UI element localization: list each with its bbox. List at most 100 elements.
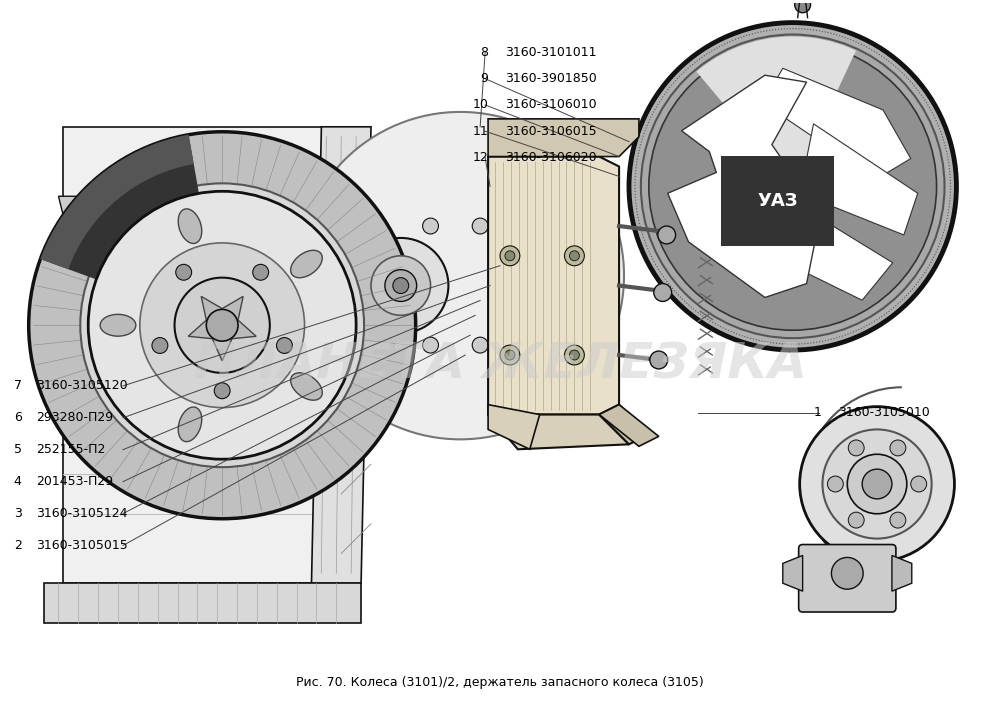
- Circle shape: [831, 558, 863, 589]
- Circle shape: [890, 440, 906, 456]
- Text: 201453-П29: 201453-П29: [36, 475, 113, 488]
- Circle shape: [569, 350, 579, 360]
- Circle shape: [847, 454, 907, 514]
- Circle shape: [80, 183, 364, 467]
- Circle shape: [862, 469, 892, 499]
- Text: 3160-3101011: 3160-3101011: [505, 46, 596, 59]
- Text: 4: 4: [14, 475, 22, 488]
- Text: 2: 2: [14, 539, 22, 552]
- Circle shape: [848, 440, 864, 456]
- Text: 3160-3105010: 3160-3105010: [838, 406, 930, 419]
- Text: 7: 7: [14, 380, 22, 393]
- Polygon shape: [786, 214, 893, 300]
- Circle shape: [253, 265, 269, 280]
- Circle shape: [505, 350, 515, 360]
- Ellipse shape: [178, 407, 202, 442]
- Circle shape: [140, 243, 305, 408]
- Text: 293280-П29: 293280-П29: [36, 411, 113, 424]
- Circle shape: [152, 337, 168, 353]
- Polygon shape: [668, 75, 820, 297]
- Circle shape: [206, 310, 238, 341]
- Ellipse shape: [178, 209, 202, 244]
- Polygon shape: [488, 415, 629, 449]
- Text: 5: 5: [14, 443, 22, 456]
- Circle shape: [564, 345, 584, 365]
- Circle shape: [423, 218, 438, 234]
- Circle shape: [822, 430, 932, 538]
- Circle shape: [649, 42, 937, 330]
- Circle shape: [472, 337, 488, 353]
- Circle shape: [423, 337, 438, 353]
- Text: 3160-3901850: 3160-3901850: [505, 72, 597, 85]
- Text: 3160-3105015: 3160-3105015: [36, 539, 127, 552]
- FancyBboxPatch shape: [304, 193, 364, 279]
- Circle shape: [911, 476, 927, 492]
- Circle shape: [371, 256, 431, 315]
- Text: Рис. 70. Колеса (3101)/2, держатель запасного колеса (3105): Рис. 70. Колеса (3101)/2, держатель запа…: [296, 676, 704, 689]
- Polygon shape: [763, 68, 911, 179]
- FancyBboxPatch shape: [799, 545, 896, 612]
- Polygon shape: [488, 405, 540, 449]
- Circle shape: [848, 512, 864, 528]
- Wedge shape: [696, 36, 856, 187]
- Text: 252155-П2: 252155-П2: [36, 443, 105, 456]
- Text: ПЛАНЕТА ЖЕЛЕЗЯКА: ПЛАНЕТА ЖЕЛЕЗЯКА: [194, 341, 806, 389]
- Circle shape: [795, 0, 811, 13]
- Text: 6: 6: [14, 411, 22, 424]
- Circle shape: [564, 246, 584, 266]
- Text: 10: 10: [472, 99, 488, 112]
- Polygon shape: [58, 196, 173, 216]
- Polygon shape: [311, 127, 371, 583]
- Circle shape: [214, 383, 230, 399]
- Polygon shape: [44, 583, 361, 623]
- Ellipse shape: [291, 250, 322, 277]
- Circle shape: [890, 512, 906, 528]
- Circle shape: [500, 345, 520, 365]
- Polygon shape: [188, 296, 256, 361]
- Circle shape: [277, 337, 292, 353]
- Text: УАЗ: УАЗ: [758, 192, 798, 210]
- Circle shape: [650, 351, 668, 369]
- Circle shape: [505, 251, 515, 261]
- Text: 11: 11: [472, 124, 488, 138]
- Circle shape: [500, 246, 520, 266]
- Wedge shape: [40, 134, 222, 325]
- Ellipse shape: [291, 373, 322, 400]
- Circle shape: [472, 218, 488, 234]
- Circle shape: [658, 226, 676, 244]
- Circle shape: [29, 132, 416, 519]
- Polygon shape: [783, 556, 803, 591]
- Text: 8: 8: [480, 46, 488, 59]
- Ellipse shape: [100, 315, 136, 336]
- Polygon shape: [63, 127, 341, 583]
- Circle shape: [569, 251, 579, 261]
- Polygon shape: [599, 405, 649, 444]
- Circle shape: [322, 224, 346, 248]
- Polygon shape: [599, 405, 659, 446]
- Polygon shape: [892, 556, 912, 591]
- Circle shape: [385, 270, 417, 302]
- Circle shape: [88, 192, 356, 459]
- Circle shape: [297, 112, 624, 439]
- Text: 3: 3: [14, 507, 22, 520]
- Text: 12: 12: [472, 151, 488, 164]
- Circle shape: [641, 34, 945, 338]
- Polygon shape: [800, 124, 918, 235]
- Polygon shape: [488, 119, 639, 157]
- Circle shape: [353, 238, 448, 333]
- Circle shape: [654, 284, 672, 302]
- Circle shape: [175, 277, 270, 373]
- Circle shape: [827, 476, 843, 492]
- Text: 3160-3106010: 3160-3106010: [505, 99, 597, 112]
- Polygon shape: [488, 157, 619, 415]
- Text: 3160-3106020: 3160-3106020: [505, 151, 597, 164]
- Text: 3160-3105120: 3160-3105120: [36, 380, 127, 393]
- Text: 3160-3105124: 3160-3105124: [36, 507, 127, 520]
- Circle shape: [393, 277, 409, 293]
- Circle shape: [176, 265, 192, 280]
- Circle shape: [629, 23, 956, 350]
- Text: 9: 9: [480, 72, 488, 85]
- Circle shape: [800, 407, 954, 561]
- Wedge shape: [40, 134, 194, 270]
- Text: 3160-3106015: 3160-3106015: [505, 124, 597, 138]
